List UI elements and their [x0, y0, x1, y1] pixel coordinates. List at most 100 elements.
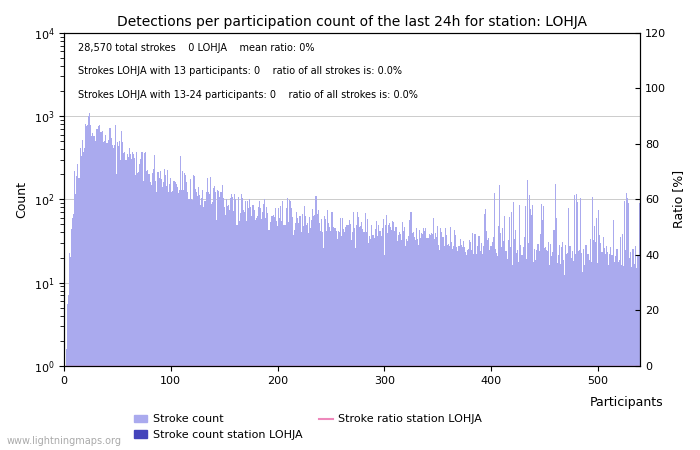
Bar [617, 366, 619, 450]
Bar [485, 366, 486, 450]
Bar [201, 198, 202, 450]
Bar [208, 192, 209, 450]
Bar [529, 195, 530, 450]
Bar [580, 366, 581, 450]
Bar [561, 366, 562, 450]
Bar [626, 366, 627, 450]
Bar [98, 126, 99, 450]
Bar [487, 240, 489, 450]
Bar [76, 366, 78, 450]
Bar [585, 245, 587, 450]
Bar [160, 171, 161, 450]
Bar [289, 366, 290, 450]
Bar [270, 366, 271, 450]
Bar [148, 174, 149, 450]
Bar [241, 198, 243, 450]
Bar [84, 148, 85, 450]
Bar [247, 201, 248, 450]
Bar [259, 201, 260, 450]
Bar [264, 366, 265, 450]
Bar [237, 197, 239, 450]
Bar [392, 220, 393, 450]
Bar [406, 239, 407, 450]
Bar [479, 366, 480, 450]
Bar [512, 265, 513, 450]
Bar [336, 366, 337, 450]
Bar [82, 140, 83, 450]
Bar [231, 366, 232, 450]
Bar [211, 366, 212, 450]
Bar [499, 366, 500, 450]
Bar [170, 366, 172, 450]
Bar [181, 189, 182, 450]
Bar [329, 227, 330, 450]
Bar [139, 164, 141, 450]
Bar [634, 366, 635, 450]
Bar [267, 366, 269, 450]
Bar [320, 231, 321, 450]
Bar [257, 216, 258, 450]
Bar [355, 248, 356, 450]
Bar [577, 202, 578, 450]
Bar [290, 201, 291, 450]
Bar [545, 366, 546, 450]
Bar [251, 366, 253, 450]
Bar [256, 366, 257, 450]
Bar [266, 366, 267, 450]
Bar [367, 366, 368, 450]
Bar [304, 366, 306, 450]
Bar [210, 177, 211, 450]
Bar [68, 295, 69, 450]
Bar [401, 239, 402, 450]
Bar [579, 366, 580, 450]
Bar [249, 366, 251, 450]
Bar [332, 227, 334, 450]
Bar [420, 366, 421, 450]
Bar [294, 366, 295, 450]
Bar [278, 366, 279, 450]
Bar [346, 225, 347, 450]
Bar [394, 231, 395, 450]
Bar [455, 235, 456, 450]
Bar [279, 366, 280, 450]
Bar [153, 366, 154, 450]
Bar [336, 231, 337, 450]
Bar [161, 179, 162, 450]
Bar [204, 366, 206, 450]
Bar [562, 242, 563, 450]
Bar [402, 366, 403, 450]
Bar [399, 232, 400, 450]
Bar [92, 133, 93, 450]
Bar [461, 245, 462, 450]
Bar [528, 366, 529, 450]
Bar [133, 366, 134, 450]
Bar [419, 366, 420, 450]
Bar [295, 366, 296, 450]
Bar [582, 272, 583, 450]
Bar [155, 181, 156, 450]
Bar [526, 366, 527, 450]
Bar [217, 190, 218, 450]
Bar [197, 366, 198, 450]
Bar [566, 254, 567, 450]
Bar [434, 239, 435, 450]
Bar [389, 223, 390, 450]
Bar [132, 153, 133, 450]
Bar [279, 218, 280, 450]
Bar [340, 366, 341, 450]
Bar [563, 260, 564, 450]
Bar [615, 366, 617, 450]
Bar [438, 366, 440, 450]
Bar [384, 255, 385, 450]
Bar [481, 366, 482, 450]
Bar [358, 366, 359, 450]
Bar [293, 366, 294, 450]
Bar [119, 366, 120, 450]
Bar [215, 366, 216, 450]
Bar [156, 192, 158, 450]
Bar [628, 366, 629, 450]
Bar [631, 267, 633, 450]
Bar [162, 366, 163, 450]
Bar [359, 227, 360, 450]
Bar [132, 366, 133, 450]
